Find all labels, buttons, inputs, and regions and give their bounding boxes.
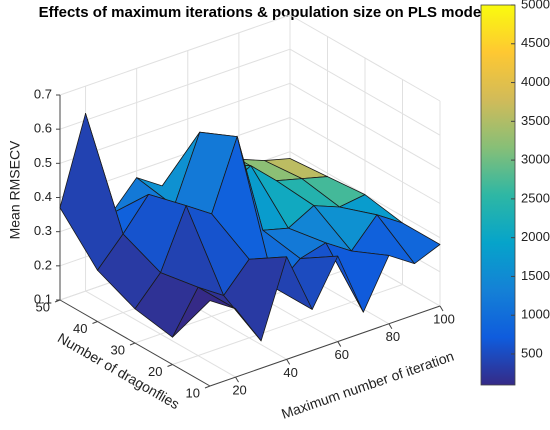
x-tick <box>439 305 444 312</box>
colorbar-tick-label: 2000 <box>521 229 550 244</box>
colorbar-tick-label: 3000 <box>521 152 550 167</box>
colorbar-tick-label: 1000 <box>521 307 550 322</box>
z-tick-label: 0.1 <box>34 291 52 306</box>
y-tick-label: 10 <box>186 385 200 400</box>
z-tick-label: 0.6 <box>34 121 52 136</box>
x-tick <box>235 376 239 383</box>
colorbar-tick-label: 5000 <box>521 0 550 11</box>
y-tick-label: 20 <box>148 364 162 379</box>
colorbar-tick-label: 500 <box>521 345 543 360</box>
surface-patch <box>59 113 124 271</box>
x-tick-label: 80 <box>386 329 400 344</box>
z-tick-label: 0.5 <box>34 155 52 170</box>
y-tick <box>204 385 211 389</box>
z-tick-label: 0.3 <box>34 223 52 238</box>
z-tick-label: 0.7 <box>34 86 52 101</box>
axis-line <box>209 305 441 387</box>
grid-line <box>289 117 441 204</box>
z-tick-label: 0.2 <box>34 257 52 272</box>
y-tick-label: 50 <box>36 299 50 314</box>
x-tick-label: 100 <box>433 311 455 326</box>
grid-line <box>289 82 441 170</box>
y-tick <box>129 342 136 346</box>
y-tick <box>92 321 98 324</box>
colorbar-tick-label: 4000 <box>521 74 550 89</box>
grid-line <box>59 82 291 164</box>
y-tick-label: 30 <box>111 342 125 357</box>
x-tick <box>286 359 291 365</box>
z-axis-label: Mean RMSECV <box>7 140 23 239</box>
y-tick-label: 40 <box>73 321 87 336</box>
grid-line <box>289 48 441 136</box>
colorbar-tick-label: 1500 <box>521 268 550 283</box>
x-tick-label: 60 <box>335 347 349 362</box>
x-axis-label: Maximum number of iteration <box>279 348 456 422</box>
chart-title: Effects of maximum iterations & populati… <box>39 4 486 21</box>
x-tick-label: 40 <box>283 365 297 380</box>
grid-line <box>59 14 291 96</box>
z-tick-label: 0.4 <box>34 189 52 204</box>
surface-patch <box>172 286 236 338</box>
colorbar <box>480 4 516 386</box>
grid-line <box>59 48 291 130</box>
colorbar-tick-label: 2500 <box>521 190 550 205</box>
x-tick <box>388 323 393 330</box>
colorbar-tick-label: 3500 <box>521 113 550 128</box>
y-tick <box>167 364 173 367</box>
x-tick <box>337 341 342 347</box>
grid-line <box>289 14 441 102</box>
x-tick-label: 20 <box>232 383 246 398</box>
colorbar-tick-label: 4500 <box>521 35 550 50</box>
